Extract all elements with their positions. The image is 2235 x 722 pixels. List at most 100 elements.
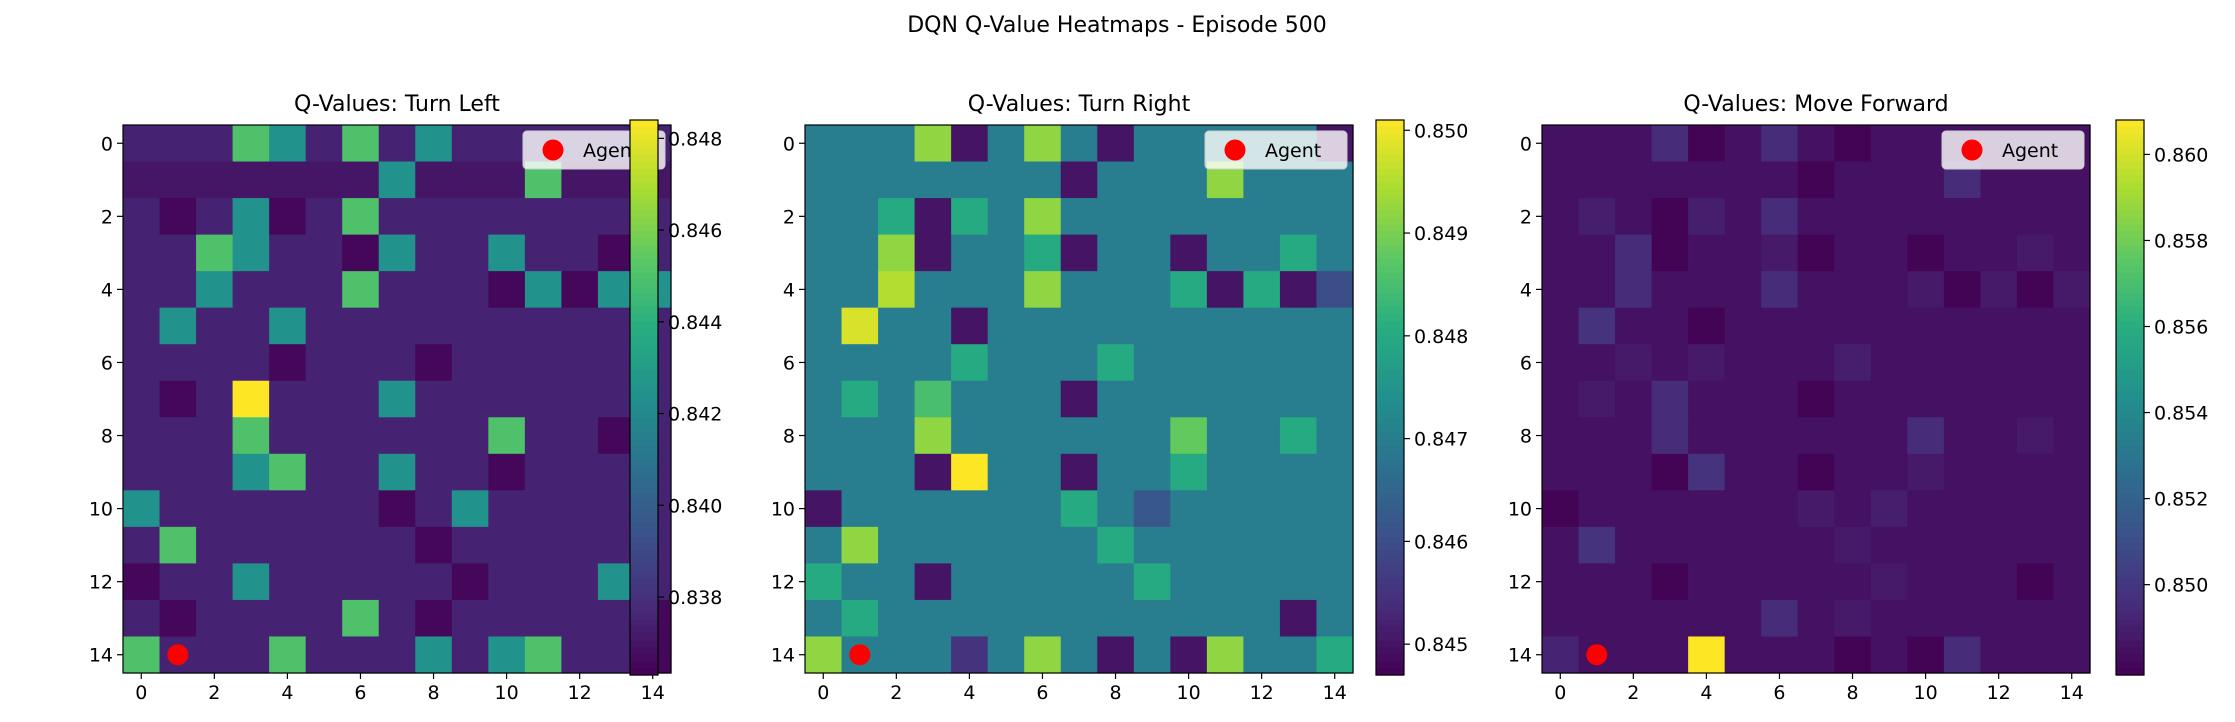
colorbar-segment <box>2116 432 2144 440</box>
heatmap-cell <box>1060 563 1098 601</box>
colorbar-segment <box>1376 390 1404 399</box>
colorbar-segment <box>2116 362 2144 371</box>
heatmap-cell <box>1060 198 1098 236</box>
heatmap-panel-1: Q-Values: Turn Right 0 2 4 6 8 10 12 14 0 2 4 6 8 10 12… <box>771 92 1469 704</box>
heatmap-cell <box>1024 490 1062 528</box>
colorbar-segment <box>2116 279 2144 288</box>
y-tick-label: 6 <box>1520 352 1532 374</box>
heatmap-cell <box>1980 198 2018 236</box>
heatmap-cell <box>878 599 916 638</box>
colorbar-segment <box>2116 661 2144 669</box>
heatmap-cell <box>987 417 1025 455</box>
heatmap-cell <box>1907 636 1945 674</box>
heatmap-cell <box>342 271 380 309</box>
heatmap-cell <box>488 198 526 236</box>
x-tick-label: 0 <box>817 682 829 704</box>
heatmap-cell <box>1870 636 1908 674</box>
heatmap-cell <box>1761 234 1799 272</box>
colorbar-segment <box>630 355 658 364</box>
heatmap-cell <box>841 125 879 163</box>
colorbar-segment <box>630 668 658 676</box>
x-tick-label: 12 <box>1250 682 1274 704</box>
heatmap-cell <box>1797 636 1835 674</box>
plot-frame <box>804 124 1354 674</box>
heatmap-cell <box>342 344 380 382</box>
heatmap-cell <box>2053 344 2091 382</box>
heatmap-cell <box>1243 307 1281 345</box>
heatmap-cell <box>2053 526 2091 564</box>
heatmap-cell <box>1206 380 1244 418</box>
heatmap-cell <box>1834 599 1872 638</box>
colorbar-segment <box>1376 501 1404 510</box>
heatmap-cell <box>1133 417 1171 455</box>
colorbar-tick-label: 0.845 <box>1414 634 1468 656</box>
colorbar-segment <box>2116 668 2144 676</box>
heatmap-cell <box>1834 563 1872 601</box>
heatmap-cell <box>1688 271 1726 309</box>
heatmap-cell <box>1024 125 1062 163</box>
colorbar-segment <box>1376 335 1404 343</box>
heatmap-cell <box>1542 344 1580 382</box>
colorbar-segment <box>630 439 658 447</box>
heatmap-cell <box>805 453 843 491</box>
colorbar-tick-label: 0.858 <box>2154 230 2208 252</box>
heatmap-cell <box>415 490 453 528</box>
heatmap-cell <box>159 271 197 309</box>
colorbar-segment <box>1376 154 1404 163</box>
heatmap-cell <box>1651 234 1689 272</box>
colorbar-segment <box>630 203 658 211</box>
heatmap-cell <box>1542 125 1580 163</box>
heatmap-cell <box>305 198 343 236</box>
legend-label: Agent <box>2002 140 2058 162</box>
heatmap-cell <box>1615 307 1653 345</box>
x-tick-label: 6 <box>354 682 366 704</box>
colorbar-segment <box>1376 300 1404 308</box>
heatmap-cell <box>1542 490 1580 528</box>
heatmap-cell <box>1133 526 1171 564</box>
heatmap-cell <box>524 380 562 418</box>
legend-label: Agent <box>1265 140 1321 162</box>
colorbar-frame <box>629 119 659 676</box>
colorbar-segment <box>2116 175 2144 184</box>
heatmap-cell <box>841 490 879 528</box>
heatmap-cell <box>1761 198 1799 236</box>
colorbar-segment <box>2116 147 2144 156</box>
heatmap-cell <box>1206 490 1244 528</box>
colorbar-segment <box>630 376 658 385</box>
heatmap-cell <box>1651 453 1689 491</box>
heatmap-cell <box>1870 271 1908 309</box>
heatmap-cell <box>1170 636 1208 674</box>
heatmap-cell <box>342 198 380 236</box>
heatmap-cell <box>1097 380 1135 418</box>
heatmap-cell <box>1133 271 1171 309</box>
heatmap-cell <box>2053 453 2091 491</box>
colorbar-segment <box>2116 272 2144 281</box>
heatmap-cell <box>878 380 916 418</box>
heatmap-cell <box>378 599 416 638</box>
heatmap-cell <box>342 563 380 601</box>
heatmap-cell <box>1907 344 1945 382</box>
y-tick-label: 4 <box>783 279 795 301</box>
heatmap-cell <box>1615 636 1653 674</box>
colorbar-tick-label: 0.848 <box>1414 326 1468 348</box>
heatmap-cell <box>488 526 526 564</box>
heatmap-cell <box>1834 307 1872 345</box>
heatmap-cell <box>232 198 270 236</box>
heatmap-cell <box>305 271 343 309</box>
colorbar-segment <box>2116 459 2144 468</box>
colorbar-segment <box>1376 661 1404 669</box>
colorbar-segment <box>630 120 658 128</box>
colorbar-segment <box>2116 390 2144 399</box>
colorbar-segment <box>1376 404 1404 412</box>
heatmap-cell <box>232 161 270 199</box>
heatmap-cell <box>1688 636 1726 674</box>
colorbar-segment <box>2116 293 2144 301</box>
heatmap-cell <box>123 198 161 236</box>
heatmap-cell <box>1542 599 1580 638</box>
heatmap-cell <box>1761 599 1799 638</box>
heatmap-cell <box>987 380 1025 418</box>
colorbar-segment <box>630 161 658 170</box>
heatmap-cell <box>1542 307 1580 345</box>
colorbar-segment <box>630 446 658 454</box>
heatmap-cell <box>1615 417 1653 455</box>
